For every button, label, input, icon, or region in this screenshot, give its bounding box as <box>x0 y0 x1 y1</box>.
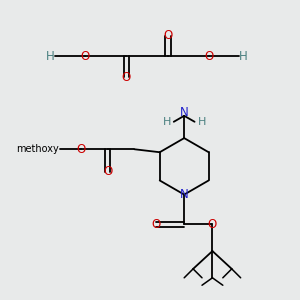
Text: O: O <box>80 50 89 63</box>
Text: O: O <box>205 50 214 63</box>
Text: H: H <box>239 50 248 63</box>
Text: O: O <box>163 29 172 42</box>
Text: O: O <box>76 143 86 156</box>
Text: N: N <box>180 106 189 119</box>
Text: O: O <box>151 218 160 231</box>
Text: H: H <box>46 50 55 63</box>
Text: O: O <box>208 218 217 231</box>
Text: O: O <box>122 71 131 84</box>
Text: methoxy: methoxy <box>16 144 59 154</box>
Text: N: N <box>180 188 189 201</box>
Text: H: H <box>198 117 206 127</box>
Text: O: O <box>103 165 112 178</box>
Text: H: H <box>162 117 171 127</box>
